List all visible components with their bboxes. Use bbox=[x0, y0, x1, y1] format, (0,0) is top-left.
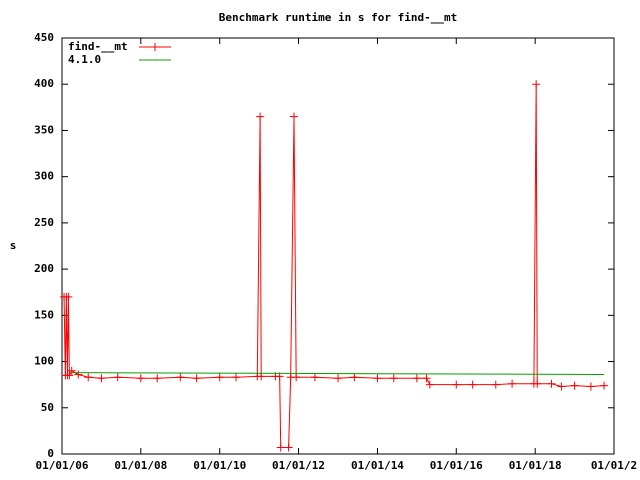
point-marker bbox=[284, 443, 293, 452]
x-tick-label: 01/01/06 bbox=[36, 459, 89, 472]
point-marker bbox=[600, 381, 609, 390]
point-marker bbox=[215, 373, 224, 382]
point-marker bbox=[508, 379, 517, 388]
x-tick-label: 01/01/12 bbox=[272, 459, 325, 472]
legend-label: 4.1.0 bbox=[68, 53, 101, 66]
point-marker bbox=[310, 373, 319, 382]
y-tick-label: 300 bbox=[34, 170, 54, 183]
point-marker bbox=[292, 373, 301, 382]
point-marker bbox=[97, 374, 106, 383]
point-marker bbox=[491, 380, 500, 389]
point-marker bbox=[557, 382, 566, 391]
point-marker bbox=[389, 374, 398, 383]
point-marker bbox=[136, 374, 145, 383]
point-marker bbox=[412, 374, 421, 383]
chart-title: Benchmark runtime in s for find-__mt bbox=[219, 11, 457, 24]
y-tick-label: 400 bbox=[34, 77, 54, 90]
series-line bbox=[63, 84, 605, 449]
y-tick-label: 150 bbox=[34, 308, 54, 321]
point-marker bbox=[176, 373, 185, 382]
y-tick-label: 350 bbox=[34, 123, 54, 136]
y-tick-label: 100 bbox=[34, 355, 54, 368]
y-tick-label: 450 bbox=[34, 31, 54, 44]
point-marker bbox=[570, 381, 579, 390]
point-marker bbox=[84, 373, 93, 382]
point-marker bbox=[232, 373, 241, 382]
point-marker bbox=[276, 443, 285, 452]
point-marker bbox=[547, 379, 556, 388]
x-tick-label: 01/01/16 bbox=[430, 459, 483, 472]
point-marker bbox=[153, 374, 162, 383]
series-line bbox=[71, 372, 605, 375]
point-marker bbox=[334, 374, 343, 383]
x-tick-label: 01/01/18 bbox=[509, 459, 562, 472]
point-marker bbox=[67, 366, 76, 375]
legend-marker bbox=[151, 43, 159, 51]
point-marker bbox=[113, 373, 122, 382]
point-marker bbox=[256, 112, 265, 121]
plot-frame bbox=[61, 37, 615, 455]
point-marker bbox=[192, 374, 201, 383]
point-marker bbox=[422, 374, 431, 383]
point-marker bbox=[468, 380, 477, 389]
y-tick-label: 250 bbox=[34, 216, 54, 229]
y-tick-label: 0 bbox=[47, 447, 54, 460]
legend-label: find-__mt bbox=[68, 40, 128, 53]
point-marker bbox=[533, 379, 542, 388]
point-marker bbox=[290, 112, 299, 121]
point-marker bbox=[64, 292, 73, 301]
point-marker bbox=[373, 374, 382, 383]
point-marker bbox=[350, 373, 359, 382]
point-marker bbox=[532, 80, 541, 89]
point-marker bbox=[586, 382, 595, 391]
x-tick-label: 01/01/2 bbox=[591, 459, 637, 472]
point-marker bbox=[425, 380, 434, 389]
x-tick-label: 01/01/08 bbox=[114, 459, 167, 472]
point-marker bbox=[452, 380, 461, 389]
x-tick-label: 01/01/14 bbox=[351, 459, 404, 472]
y-tick-label: 50 bbox=[41, 401, 54, 414]
x-tick-label: 01/01/10 bbox=[193, 459, 246, 472]
y-tick-label: 200 bbox=[34, 262, 54, 275]
point-marker bbox=[74, 370, 83, 379]
point-marker bbox=[65, 371, 74, 380]
y-axis-label: s bbox=[10, 239, 17, 252]
